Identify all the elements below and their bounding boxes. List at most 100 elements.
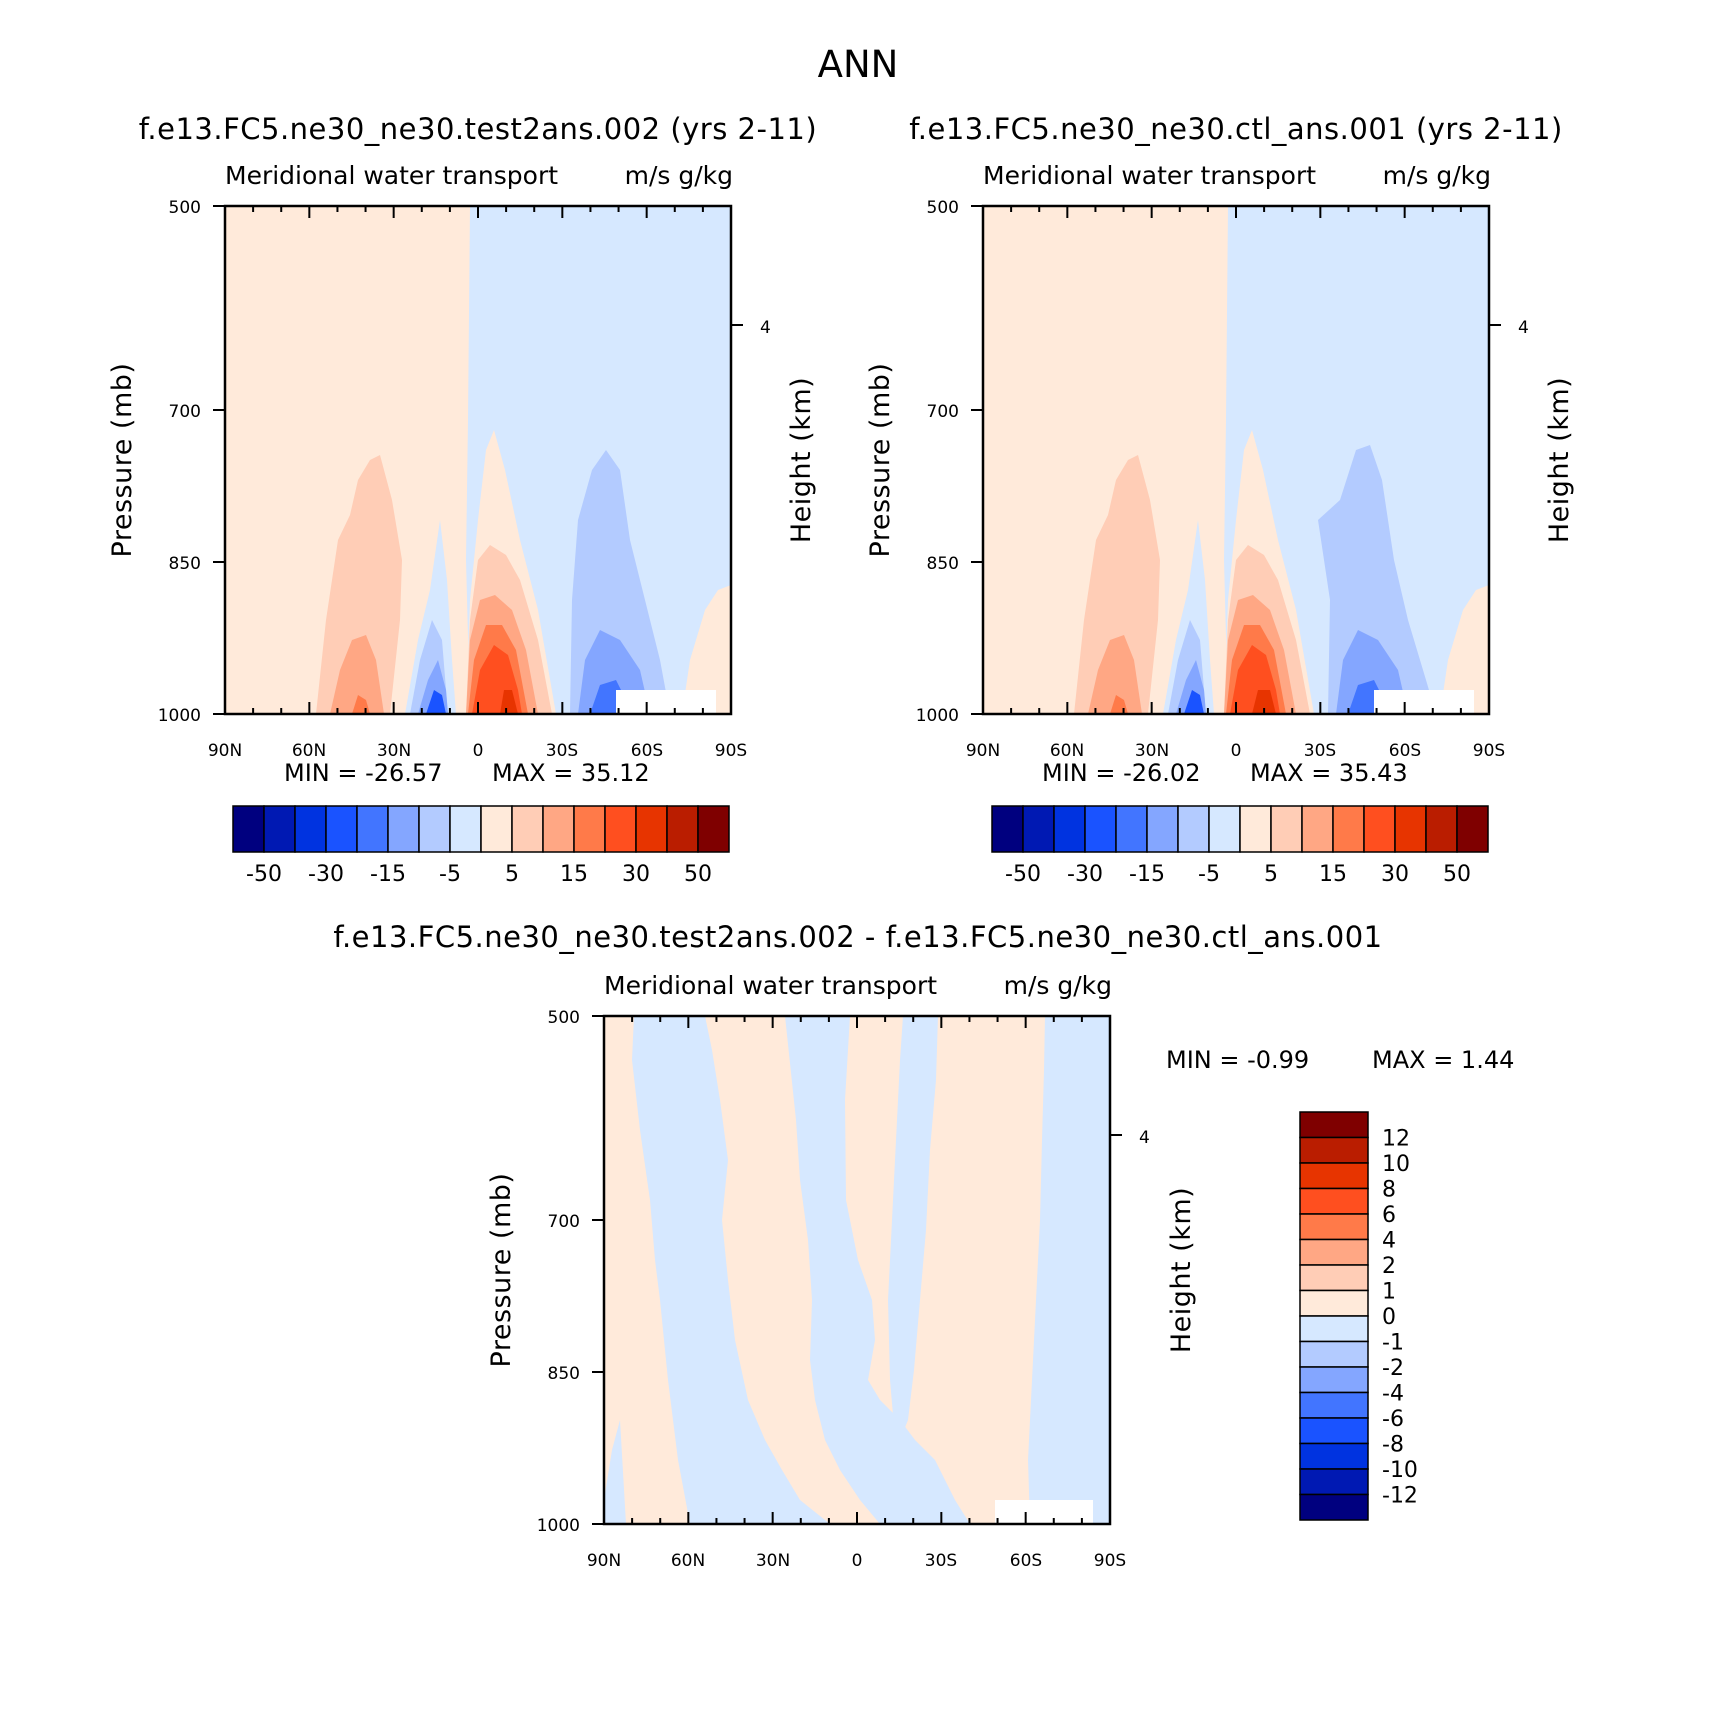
contour-region	[1318, 445, 1436, 714]
y-tick-label: 500	[927, 198, 959, 218]
x-tick-label: 60N	[1050, 741, 1084, 761]
x-tick-label: 30S	[546, 741, 578, 761]
colorbar-box	[635, 805, 668, 853]
colorbar-box	[1299, 1366, 1369, 1394]
colorbar-label: -10	[1382, 1458, 1418, 1483]
colorbar-label: -15	[370, 862, 406, 887]
colorbar-label: -8	[1382, 1433, 1404, 1458]
right-string: m/s g/kg	[1383, 161, 1491, 190]
x-tick-label: 90N	[208, 741, 242, 761]
x-tick-label: 30N	[1135, 741, 1169, 761]
colorbar-label: 50	[1443, 862, 1471, 887]
colorbar-box	[1022, 805, 1055, 853]
figure-title: ANN	[818, 43, 899, 86]
colorbar-box	[480, 805, 513, 853]
colorbar-box	[1299, 1213, 1369, 1241]
y-tick-label: 850	[169, 554, 201, 574]
y-right-axis-label: Height (km)	[1544, 377, 1575, 543]
y-right-tick-label: 4	[1139, 1128, 1150, 1148]
contour-region	[1028, 1016, 1110, 1524]
colorbar-label: -5	[1198, 862, 1220, 887]
max-label: MAX = 35.43	[1250, 759, 1408, 787]
colorbar-box	[294, 805, 327, 853]
x-tick-label: 60S	[1010, 1551, 1042, 1571]
colorbar-box	[666, 805, 699, 853]
left-string: Meridional water transport	[225, 161, 558, 190]
x-tick-label: 30S	[1304, 741, 1336, 761]
panel-test: f.e13.FC5.ne30_ne30.test2ans.002 (yrs 2-…	[107, 112, 817, 887]
colorbar-box	[511, 805, 544, 853]
colorbar-box	[1177, 805, 1210, 853]
panel-control-contours	[983, 206, 1489, 714]
missing-data	[616, 690, 716, 714]
colorbar-box	[449, 805, 482, 853]
colorbar: -50 -30 -15 -5 5 15 30 50	[232, 805, 730, 887]
colorbar-box	[1115, 805, 1148, 853]
colorbar-box	[1299, 1136, 1369, 1164]
colorbar-box	[1084, 805, 1117, 853]
colorbar-box	[1299, 1315, 1369, 1343]
x-tick-label: 60S	[631, 741, 663, 761]
y-right-tick-label: 4	[760, 318, 771, 338]
y-tick-label: 850	[927, 554, 959, 574]
x-tick-label: 90N	[587, 1551, 621, 1571]
x-tick-label: 60N	[292, 741, 326, 761]
contour-region	[330, 635, 384, 714]
colorbar-box	[1332, 805, 1365, 853]
max-label: MAX = 1.44	[1372, 1046, 1514, 1074]
contour-region	[888, 1016, 938, 1450]
colorbar-box	[991, 805, 1024, 853]
min-label: MIN = -26.57	[284, 759, 442, 787]
contour-region	[682, 585, 731, 714]
y-tick-label: 700	[169, 402, 201, 422]
colorbar-label: 5	[1264, 862, 1278, 887]
colorbar-box	[1146, 805, 1179, 853]
colorbar-box	[418, 805, 451, 853]
colorbar-label: -30	[308, 862, 344, 887]
colorbar-box	[1299, 1391, 1369, 1419]
panel-difference-contours	[604, 1016, 1110, 1524]
contour-region	[426, 690, 446, 714]
colorbar-box	[387, 805, 420, 853]
panel-control: f.e13.FC5.ne30_ne30.ctl_ans.001 (yrs 2-1…	[865, 112, 1575, 887]
colorbar-box	[1299, 1468, 1369, 1496]
colorbar-label: 50	[684, 862, 712, 887]
x-tick-label: 60S	[1389, 741, 1421, 761]
right-string: m/s g/kg	[625, 161, 733, 190]
colorbar-label: -6	[1382, 1407, 1404, 1432]
colorbar-box	[1299, 1162, 1369, 1190]
left-string: Meridional water transport	[983, 161, 1316, 190]
colorbar-label: 4	[1382, 1229, 1396, 1254]
colorbar-label: -12	[1382, 1484, 1418, 1509]
colorbar-box	[232, 805, 265, 853]
colorbar-box	[697, 805, 730, 853]
axis-ticks	[971, 205, 1501, 715]
colorbar-label: -50	[246, 862, 282, 887]
colorbar-box	[325, 805, 358, 853]
colorbar-label: 30	[622, 862, 650, 887]
colorbar-box	[1053, 805, 1086, 853]
colorbar-box	[356, 805, 389, 853]
y-tick-label: 1000	[537, 1516, 580, 1536]
contour-region	[785, 1016, 970, 1524]
x-tick-label: 90S	[1473, 741, 1505, 761]
y-tick-label: 700	[548, 1212, 580, 1232]
contour-region	[1088, 635, 1142, 714]
contour-region	[1440, 585, 1489, 714]
x-tick-label: 30N	[377, 741, 411, 761]
colorbar-box	[1363, 805, 1396, 853]
panel-test-contours	[225, 206, 731, 714]
contour-region	[632, 1016, 830, 1524]
colorbar-label: 30	[1381, 862, 1409, 887]
max-label: MAX = 35.12	[492, 759, 650, 787]
colorbar-box	[1299, 1442, 1369, 1470]
colorbar-box	[604, 805, 637, 853]
contour-region	[316, 455, 402, 714]
x-tick-label: 0	[1231, 741, 1242, 761]
colorbar-box	[1270, 805, 1303, 853]
colorbar-label: 15	[560, 862, 588, 887]
y-tick-label: 500	[548, 1008, 580, 1028]
colorbar-label: 10	[1382, 1152, 1410, 1177]
panel-control-title: f.e13.FC5.ne30_ne30.ctl_ans.001 (yrs 2-1…	[909, 112, 1563, 146]
